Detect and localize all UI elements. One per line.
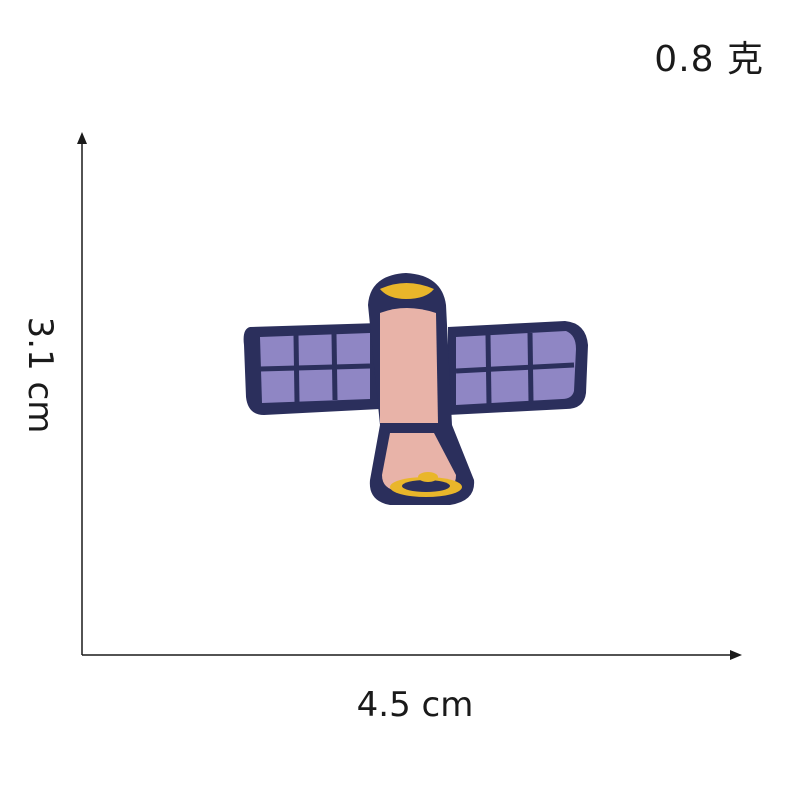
satellite-patch-image [243, 273, 588, 505]
horizontal-axis-arrowhead [730, 650, 742, 660]
right-solar-panel [448, 321, 588, 415]
left-solar-panel [243, 323, 380, 415]
vertical-axis-arrowhead [77, 132, 87, 144]
satellite-body [368, 273, 475, 505]
height-dimension-label: 3.1 cm [20, 316, 60, 434]
width-dimension-label: 4.5 cm [356, 685, 474, 725]
weight-label: 0.8 克 [654, 39, 764, 80]
